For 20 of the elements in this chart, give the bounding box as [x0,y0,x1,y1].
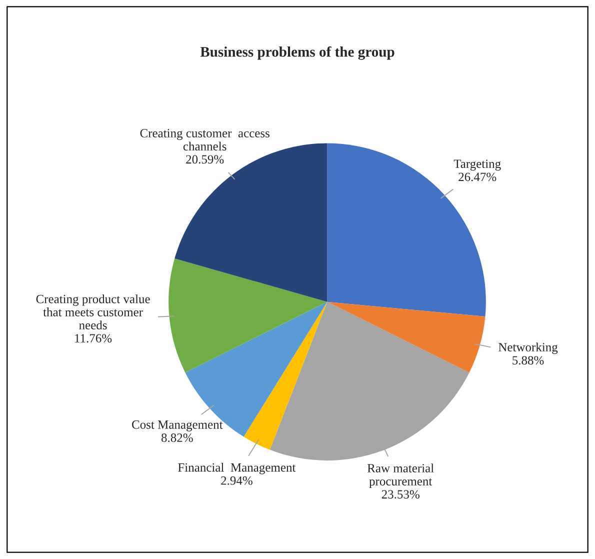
data-label: 5.88% [512,356,544,365]
data-label: 26.47% [458,172,496,182]
pie-slice [327,302,486,373]
data-label: 2.94% [221,476,252,485]
data-label: 20.59% [186,155,224,164]
slice-label: Financial Management [178,462,296,474]
slice-label: Raw material procurement [367,464,434,488]
slice-label: Creating customer access channels [140,129,270,151]
data-label: 23.53% [382,490,420,499]
slice-label: Cost Management [132,420,223,432]
pie-slice [174,143,328,302]
data-label: 8.82% [161,433,193,442]
pie-slice [168,258,328,373]
data-label: 11.76% [75,334,112,343]
slice-label: Targeting [454,160,501,171]
pie-slice [270,302,470,461]
slice-label: Creating product value that meets customer needs [36,294,150,330]
slice-label: Networking [498,342,558,354]
chart-title: Business problems of the group [200,46,394,60]
pie-slice [244,302,328,450]
